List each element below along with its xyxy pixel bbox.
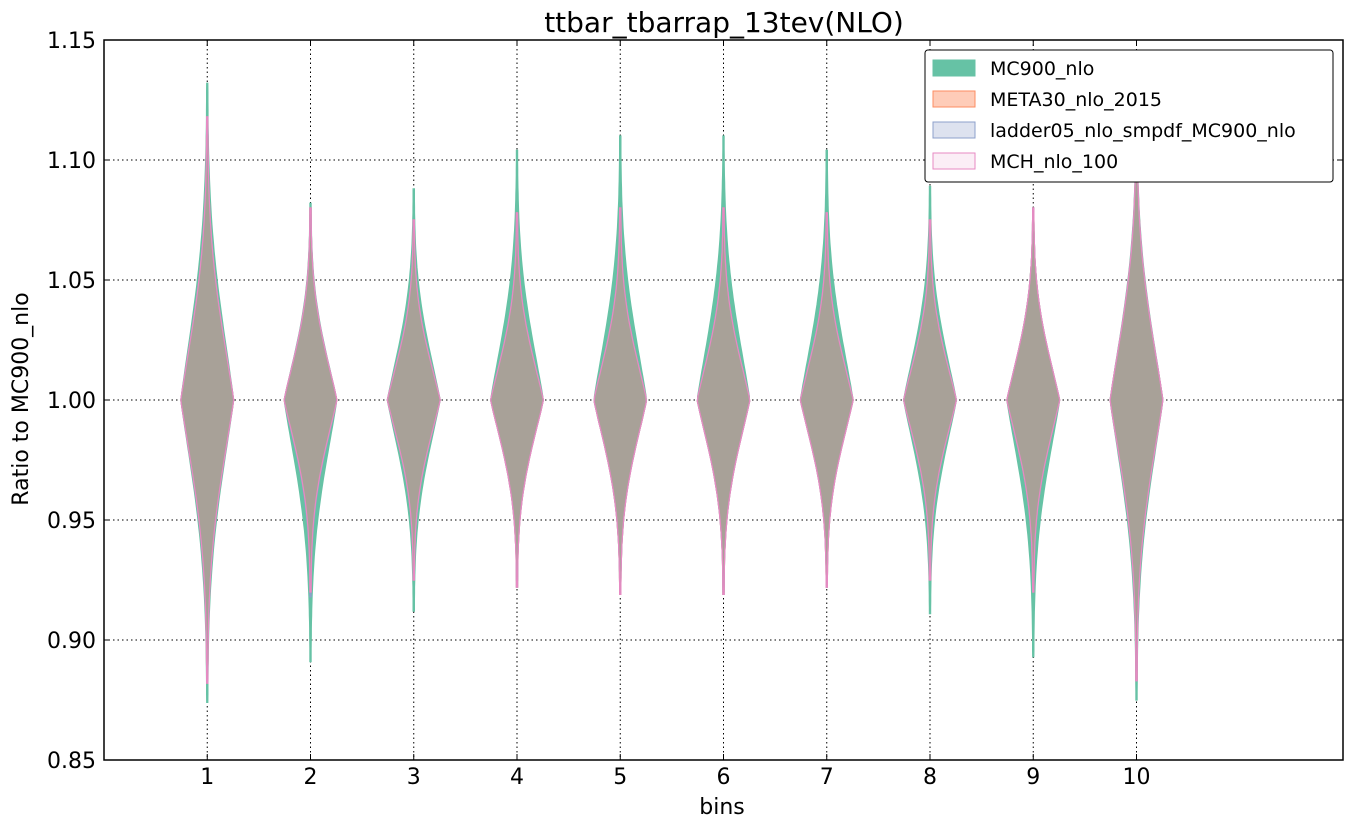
y-tick-label: 0.85 xyxy=(47,749,96,774)
y-tick-label: 1.05 xyxy=(47,269,96,294)
x-tick-label: 10 xyxy=(1123,765,1151,790)
x-tick-label: 8 xyxy=(923,765,937,790)
violin-MCH_nlo_100-bin-5 xyxy=(593,207,648,595)
x-tick-label: 9 xyxy=(1026,765,1040,790)
y-tick-label: 0.95 xyxy=(47,509,96,534)
legend-swatch xyxy=(932,90,976,108)
violin-MCH_nlo_100-bin-6 xyxy=(696,207,751,595)
legend-label: META30_nlo_2015 xyxy=(990,89,1162,111)
y-tick-label: 1.15 xyxy=(47,29,96,54)
violin-MCH_nlo_100-bin-8 xyxy=(902,219,958,581)
x-tick-label: 7 xyxy=(820,765,834,790)
violin-MCH_nlo_100-bin-1 xyxy=(180,116,235,684)
violin-MCH_nlo_100-bin-10 xyxy=(1109,118,1164,682)
y-axis: 0.85 0.90 0.95 1.00 1.05 1.10 1.15 xyxy=(47,29,1343,774)
legend-label: MC900_nlo xyxy=(990,58,1094,80)
x-tick-label: 4 xyxy=(510,765,524,790)
y-tick-label: 1.00 xyxy=(47,389,96,414)
legend: MC900_nlo META30_nlo_2015 ladder05_nlo_smp… xyxy=(924,49,1334,183)
violin-MCH_nlo_100-bin-3 xyxy=(386,219,441,581)
legend-swatch xyxy=(932,59,976,77)
legend-label: MCH_nlo_100 xyxy=(990,151,1118,173)
y-tick-label: 0.90 xyxy=(47,629,96,654)
x-tick-label: 1 xyxy=(200,765,214,790)
violin-MCH_nlo_100-bin-4 xyxy=(489,212,545,588)
legend-swatch xyxy=(932,152,976,170)
y-axis-title: Ratio to MC900_nlo xyxy=(9,292,34,505)
x-axis: 1 2 3 4 5 6 7 8 9 10 xyxy=(200,40,1151,790)
violins xyxy=(180,82,1164,703)
y-tick-label: 1.10 xyxy=(47,149,96,174)
legend-box xyxy=(924,49,1334,183)
violin-MCH_nlo_100-bin-2 xyxy=(283,207,338,593)
x-tick-label: 6 xyxy=(717,765,731,790)
x-axis-title: bins xyxy=(699,795,744,820)
x-tick-label: 5 xyxy=(613,765,627,790)
x-tick-label: 3 xyxy=(407,765,421,790)
violin-MCH_nlo_100-bin-9 xyxy=(1006,207,1061,593)
legend-swatch xyxy=(932,121,976,139)
x-tick-label: 2 xyxy=(304,765,318,790)
violin-MCH_nlo_100-bin-7 xyxy=(799,212,854,588)
legend-label: ladder05_nlo_smpdf_MC900_nlo xyxy=(990,120,1296,142)
chart-title: ttbar_tbarrap_13tev(NLO) xyxy=(544,6,904,39)
